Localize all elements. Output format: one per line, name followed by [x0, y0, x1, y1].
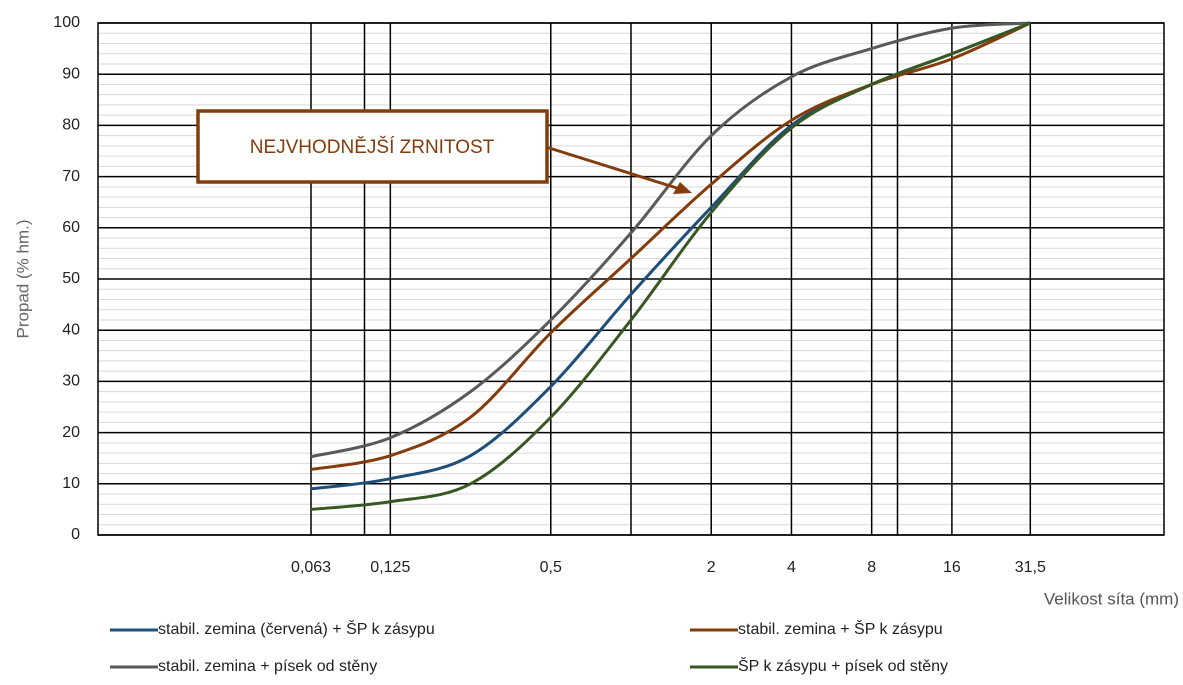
annotation-text: NEJVHODNĚJŠÍ ZRNITOST: [250, 136, 495, 158]
y-tick-label: 60: [62, 219, 80, 236]
x-tick-label: 0,5: [540, 559, 562, 576]
annotation-box: [196, 109, 549, 184]
y-tick-label: 100: [53, 14, 80, 31]
y-tick-label: 50: [62, 270, 80, 287]
x-tick-label: 16: [943, 559, 961, 576]
legend-label: stabil. zemina + písek od stěny: [158, 658, 377, 675]
series-line: [310, 21, 1031, 491]
y-tick-label: 20: [62, 424, 80, 441]
y-tick-label: 10: [62, 475, 80, 492]
y-tick-label: 0: [71, 526, 80, 543]
x-axis-title: Velikost síta (mm): [1044, 589, 1179, 608]
x-tick-label: 8: [867, 559, 876, 576]
y-tick-label: 40: [62, 321, 80, 338]
y-tick-label: 80: [62, 117, 80, 134]
legend-label: stabil. zemina (červená) + ŠP k zásypu: [158, 619, 435, 638]
annotation-arrow: [545, 145, 681, 191]
x-tick-label: 0,125: [370, 559, 410, 576]
y-tick-label: 30: [62, 373, 80, 390]
x-tick-label: 31,5: [1015, 559, 1046, 576]
y-tick-label: 90: [62, 65, 80, 82]
y-tick-label: 70: [62, 168, 80, 185]
legend-label: ŠP k zásypu + písek od stěny: [738, 656, 948, 675]
series-line: [310, 21, 1031, 459]
plot-border: [97, 22, 1165, 536]
x-tick-label: 0,063: [291, 559, 331, 576]
series-line: [310, 21, 1031, 511]
annotation-arrowhead: [673, 182, 692, 194]
series-line: [310, 21, 1031, 471]
y-axis-title: Propad (% hm.): [13, 219, 32, 338]
x-tick-label: 4: [787, 559, 796, 576]
legend-label: stabil. zemina + ŠP k zásypu: [738, 619, 943, 638]
x-tick-label: 2: [707, 559, 716, 576]
